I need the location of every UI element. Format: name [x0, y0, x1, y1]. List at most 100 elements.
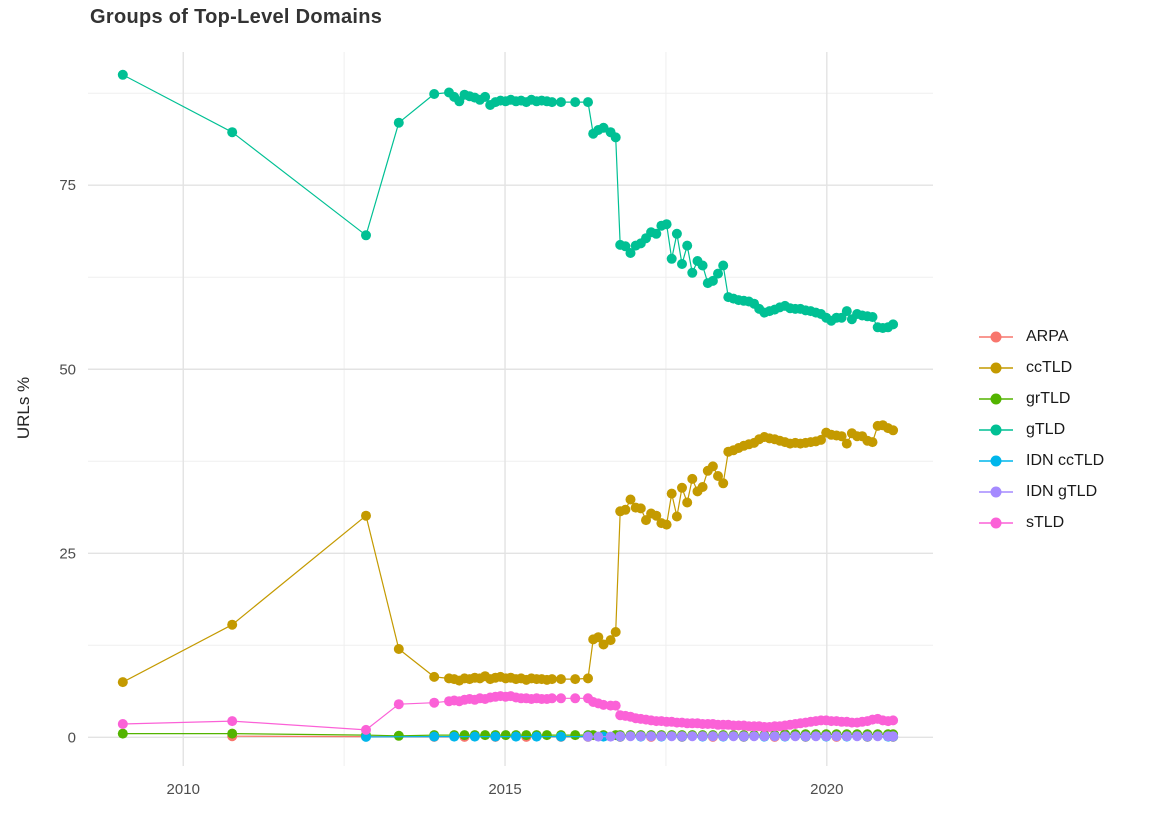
- data-point: [625, 248, 636, 258]
- data-point: [821, 731, 832, 742]
- data-point: [429, 89, 440, 99]
- data-point: [867, 437, 878, 448]
- data-point: [605, 731, 616, 742]
- data-point: [547, 674, 557, 685]
- data-point: [459, 730, 470, 741]
- data-point: [625, 731, 636, 742]
- data-point: [429, 697, 440, 708]
- data-point: [610, 700, 621, 711]
- legend-item-cctld: ccTLD: [978, 357, 1104, 379]
- data-point: [605, 635, 616, 646]
- legend-label: gTLD: [1026, 421, 1066, 438]
- legend-key-icon: [979, 486, 1013, 498]
- legend-label: ccTLD: [1026, 359, 1073, 376]
- data-point: [521, 730, 532, 741]
- data-point: [790, 731, 801, 742]
- data-point: [547, 97, 557, 108]
- data-point: [625, 494, 636, 505]
- chart-title: Groups of Top-Level Domains: [90, 6, 383, 28]
- data-point: [707, 275, 718, 286]
- data-point: [738, 731, 749, 742]
- data-point: [687, 731, 698, 742]
- data-point: [361, 731, 371, 742]
- data-point: [682, 240, 693, 251]
- data-point: [687, 473, 698, 484]
- data-point: [393, 644, 404, 654]
- data-point: [429, 731, 440, 742]
- data-point: [682, 497, 693, 508]
- data-point: [718, 478, 729, 489]
- data-point: [769, 731, 780, 742]
- legend-key-icon: [979, 393, 1013, 405]
- data-point: [227, 619, 238, 630]
- legend: ARPA ccTLD grTLD gTLD IDN ccTLD IDN gTLD sTLD: [978, 326, 1104, 543]
- data-point: [816, 434, 826, 445]
- data-point: [718, 731, 729, 742]
- data-point: [393, 699, 404, 710]
- data-point: [841, 438, 852, 449]
- data-point: [227, 716, 238, 727]
- data-point: [888, 715, 899, 726]
- data-point: [661, 519, 672, 530]
- legend-label: grTLD: [1026, 390, 1071, 407]
- data-point: [687, 267, 698, 278]
- data-point: [646, 731, 657, 742]
- data-point: [867, 312, 878, 322]
- data-point: [831, 731, 842, 742]
- data-point: [862, 731, 873, 742]
- y-tick-label: 0: [68, 729, 76, 746]
- legend-item-arpa: ARPA: [978, 326, 1104, 348]
- data-point: [759, 731, 770, 742]
- data-point: [570, 730, 581, 741]
- data-point: [469, 731, 480, 742]
- data-point: [836, 431, 847, 442]
- data-point: [556, 97, 566, 108]
- data-point: [635, 503, 646, 514]
- data-point: [570, 97, 581, 108]
- series-line-gtld: [122, 74, 894, 329]
- data-point: [117, 719, 128, 729]
- data-point: [651, 228, 662, 239]
- data-point: [841, 306, 852, 317]
- data-point: [393, 117, 404, 128]
- x-tick-label: 2010: [167, 781, 200, 798]
- data-point: [671, 511, 682, 522]
- data-point: [810, 731, 821, 742]
- data-point: [583, 731, 593, 742]
- data-point: [117, 728, 128, 739]
- data-point: [511, 731, 521, 742]
- data-point: [666, 253, 677, 264]
- data-point: [707, 461, 718, 472]
- legend-item-stld: sTLD: [978, 512, 1104, 534]
- data-point: [610, 627, 621, 637]
- data-point: [620, 504, 631, 515]
- data-point: [480, 91, 491, 102]
- data-point: [888, 425, 899, 436]
- y-tick-label: 25: [59, 545, 76, 562]
- data-point: [800, 731, 811, 742]
- data-point: [117, 69, 128, 80]
- data-point: [707, 731, 718, 742]
- legend-label: sTLD: [1026, 514, 1065, 531]
- y-tick-label: 50: [59, 361, 76, 378]
- data-point: [677, 731, 687, 742]
- data-point: [635, 731, 646, 742]
- data-point: [671, 228, 682, 239]
- data-point: [666, 488, 677, 499]
- y-axis-label: URLs %: [14, 376, 33, 440]
- data-point: [666, 731, 677, 742]
- legend-key-icon: [979, 362, 1013, 374]
- legend-key-icon: [979, 331, 1013, 343]
- data-point: [841, 731, 852, 742]
- data-point: [583, 673, 593, 684]
- data-point: [227, 728, 238, 739]
- data-point: [593, 731, 604, 742]
- data-point: [449, 731, 460, 742]
- data-point: [888, 319, 899, 330]
- data-point: [718, 260, 729, 271]
- legend-label: IDN ccTLD: [1026, 452, 1105, 469]
- data-point: [361, 230, 371, 241]
- y-tick-label: 75: [59, 177, 76, 194]
- legend-key-icon: [979, 455, 1013, 467]
